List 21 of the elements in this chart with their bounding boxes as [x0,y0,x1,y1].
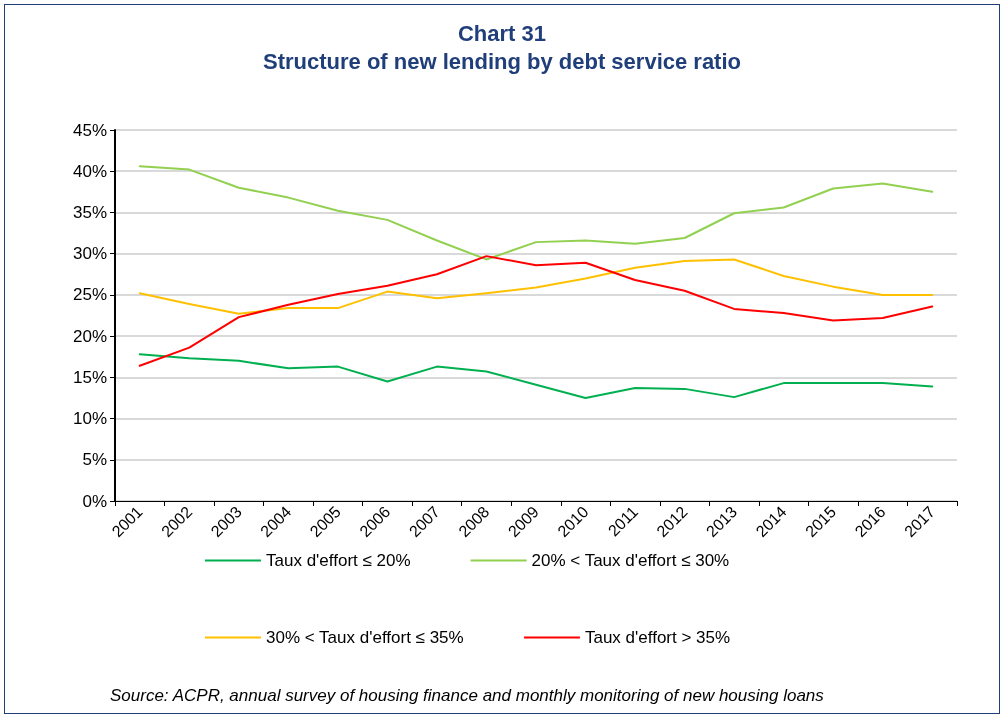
y-tick-label: 20% [72,326,107,346]
chart-title: Chart 31 [457,20,547,46]
y-tick-label: 25% [72,285,107,305]
y-tick-label: 30% [72,244,107,264]
legend-label: 30% < Taux d'effort ≤ 35% [266,628,464,647]
source-note: Source: ACPR, annual survey of housing finance and monthly monitoring of new housing loans [110,686,825,705]
line-series [138,165,934,261]
y-tick-label: 10% [72,409,107,429]
y-tick-label: 15% [72,367,107,387]
legend-label: Taux d'effort > 35% [584,628,731,647]
y-tick-label: 35% [72,202,107,222]
chart-subtitle: Structure of new lending by debt service ratio [263,48,741,74]
y-tick-label: 40% [72,161,107,181]
y-tick-label: 45% [72,120,107,140]
legend-label: 20% < Taux d'effort ≤ 30% [531,551,730,570]
y-tick-label: 0% [82,491,107,511]
line-series [138,258,934,315]
legend-label: Taux d'effort ≤ 20% [266,551,411,570]
y-tick-label: 5% [82,450,107,470]
line-series [138,353,934,399]
line-series [138,255,934,367]
